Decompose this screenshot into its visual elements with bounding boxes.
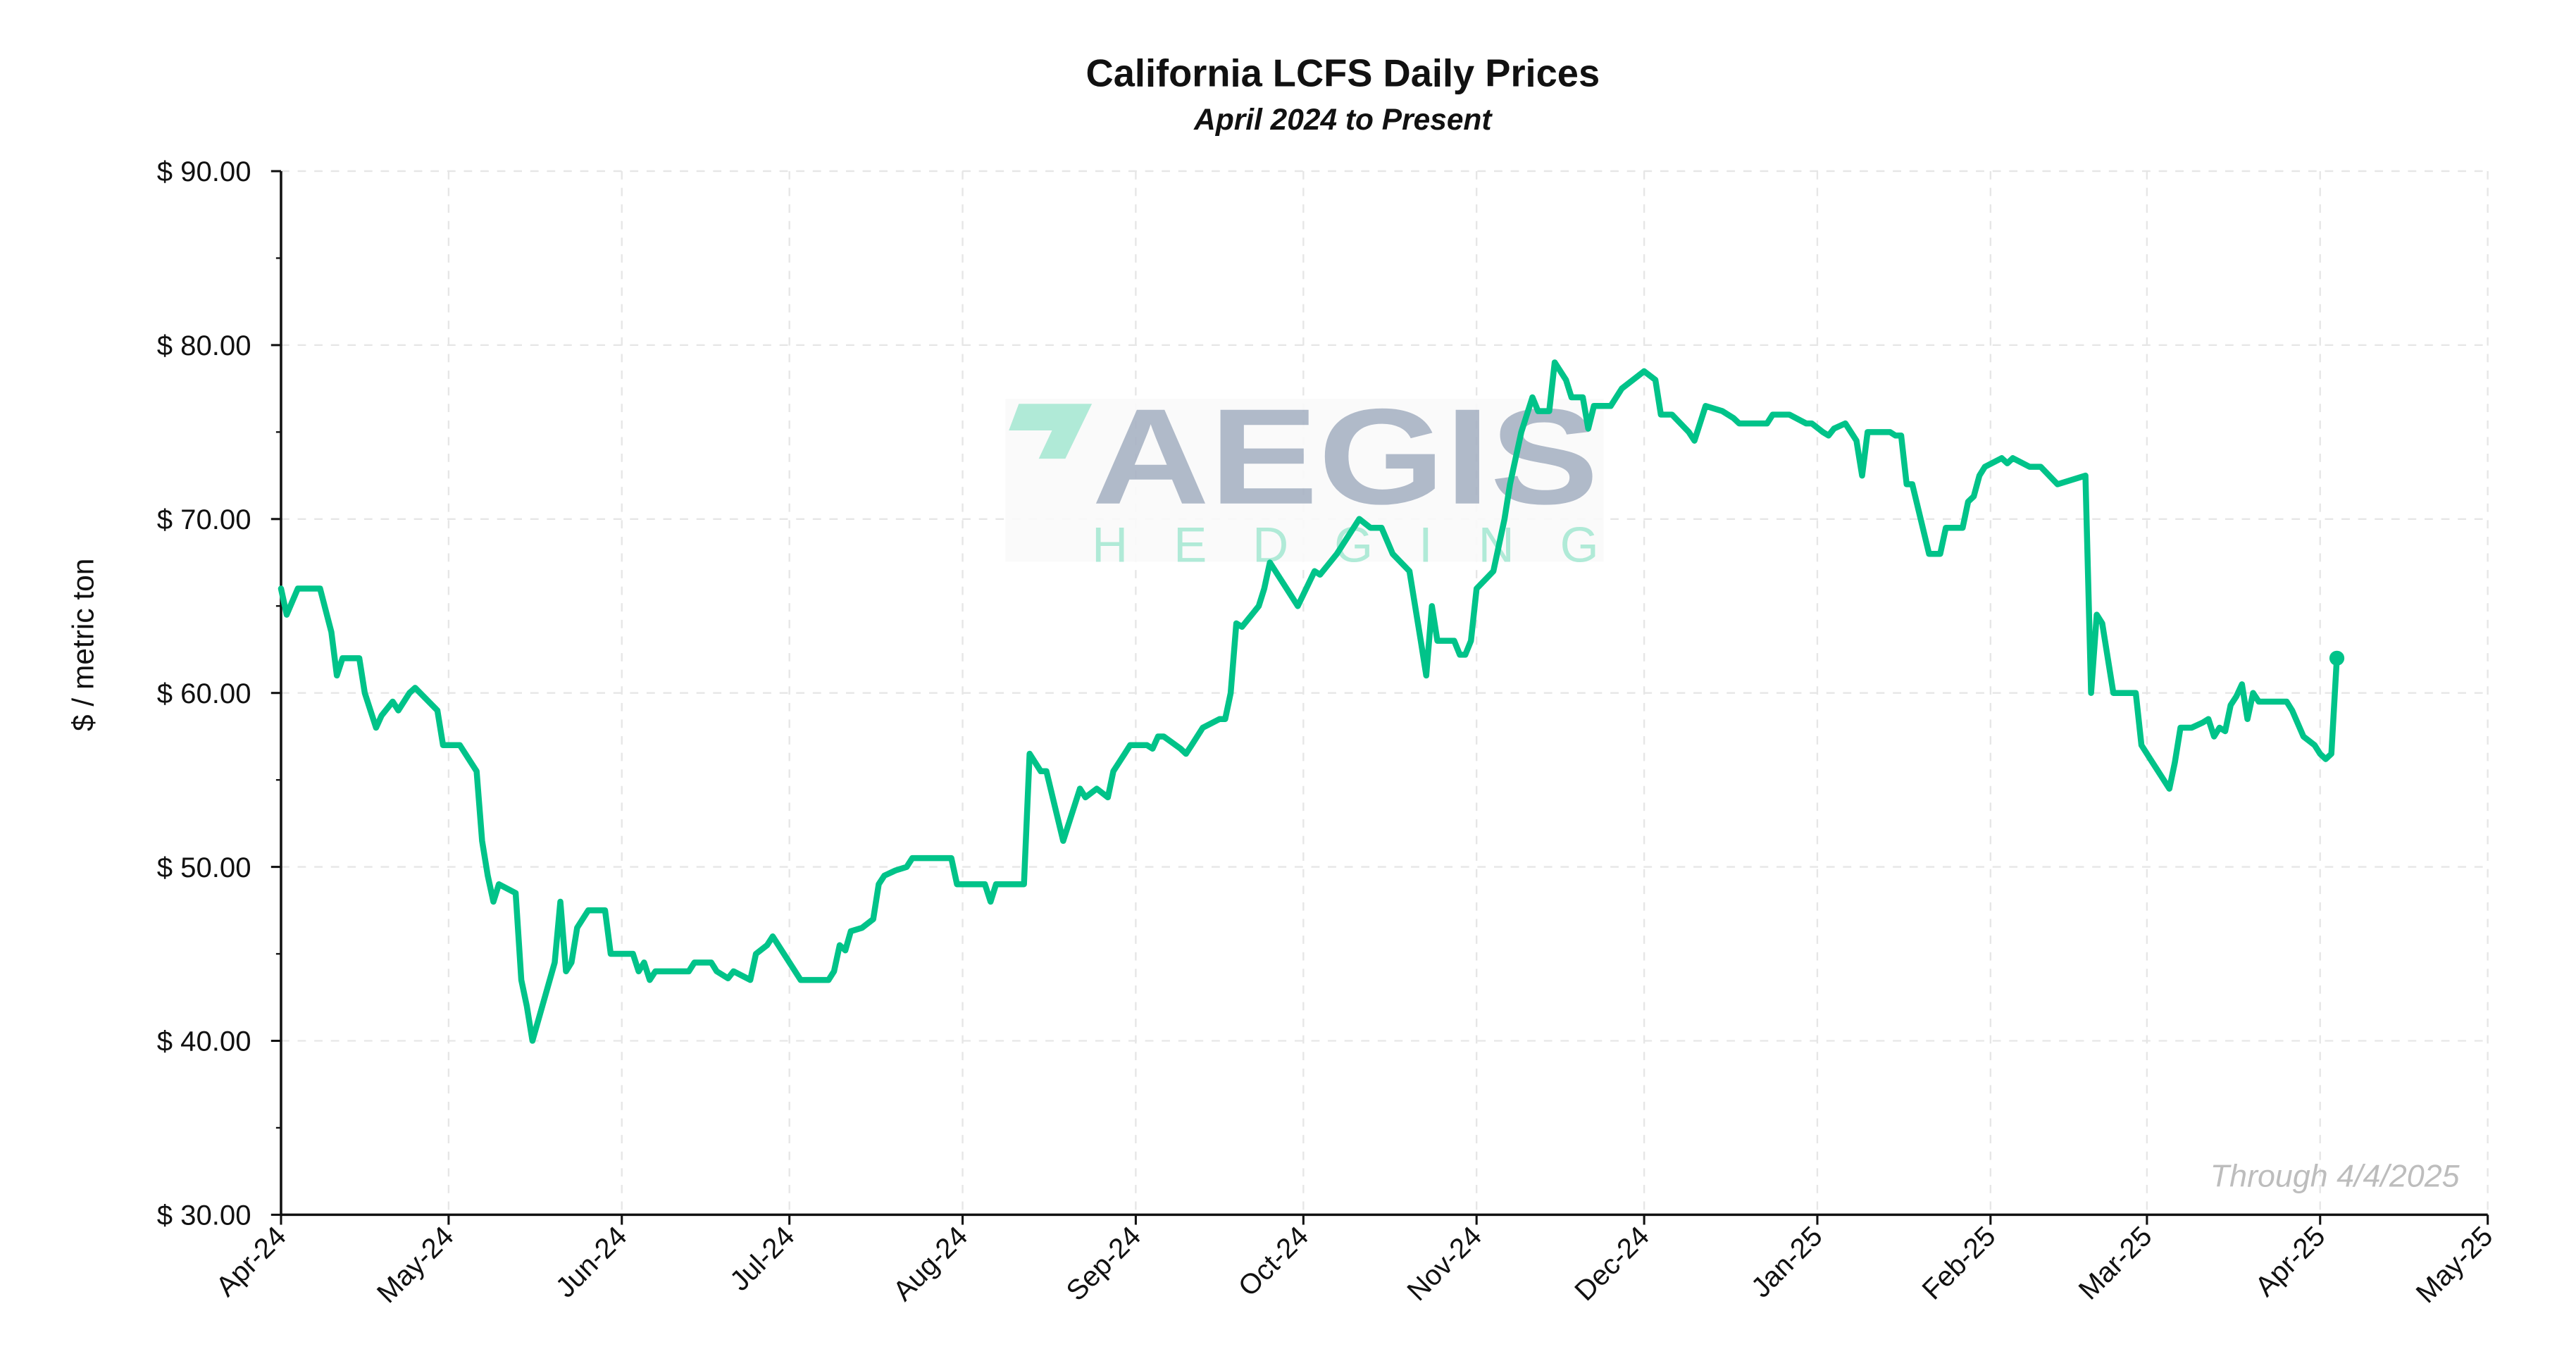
series-layer [278, 359, 2345, 1044]
y-tick-label: $ 70.00 [157, 504, 251, 535]
y-tick-label: $ 50.00 [157, 852, 251, 883]
y-tick-label: $ 60.00 [157, 678, 251, 709]
aegis-hedging-watermark: AEGIS HEDGING [1005, 380, 1604, 572]
grid-lines [280, 170, 2489, 1215]
y-axis-label: $ / metric ton [66, 559, 99, 731]
watermark-line1: AEGIS [1092, 380, 1598, 533]
chart-title: California LCFS Daily Prices [1086, 53, 1600, 95]
y-tick-label: $ 30.00 [157, 1200, 251, 1231]
y-tick-label: $ 40.00 [157, 1026, 251, 1057]
aegis-logo-icon [1009, 404, 1093, 459]
price-line [278, 359, 2340, 1044]
y-tick-label: $ 80.00 [157, 330, 251, 361]
through-date-annotation: Through 4/4/2025 [2210, 1158, 2460, 1193]
last-price-marker [2329, 650, 2345, 666]
y-tick-label: $ 90.00 [157, 156, 251, 187]
chart-subtitle: April 2024 to Present [1193, 103, 1493, 136]
